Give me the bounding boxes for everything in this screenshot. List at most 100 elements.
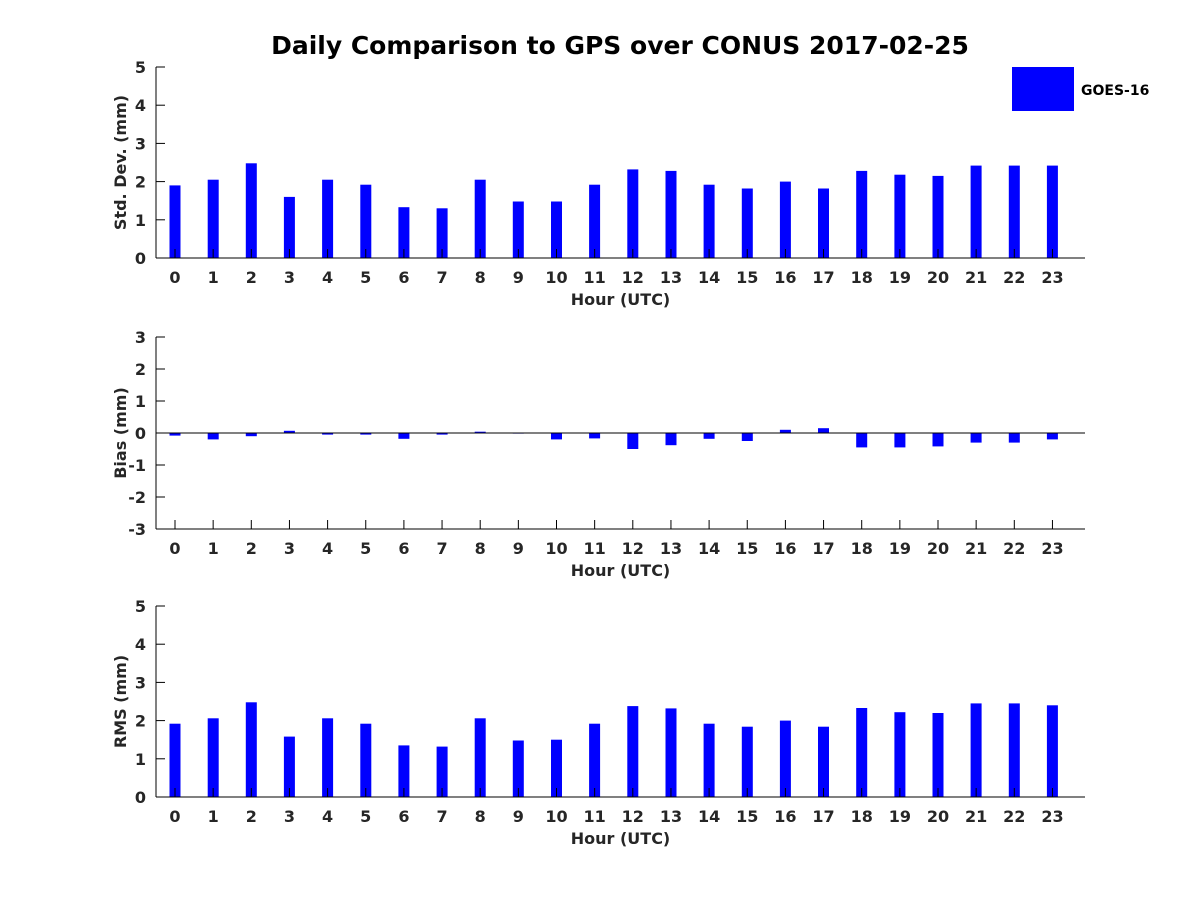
bias-x-tick-label: 2 [246, 539, 257, 558]
std-dev-y-tick-label: 3 [135, 134, 146, 153]
rms-x-tick-label: 21 [965, 807, 987, 826]
std-dev-bar [970, 165, 982, 258]
bias-bar [1008, 433, 1020, 443]
bias-bar [169, 433, 181, 436]
std-dev-bar [1046, 165, 1058, 258]
rms-bar [169, 723, 181, 797]
rms-bar [856, 708, 868, 797]
rms-x-tick-label: 22 [1003, 807, 1025, 826]
std-dev-x-tick-label: 11 [584, 268, 606, 287]
rms-bar [894, 712, 906, 797]
bias-x-tick-label: 11 [584, 539, 606, 558]
bias-x-tick-label: 19 [889, 539, 911, 558]
rms-x-tick-label: 14 [698, 807, 720, 826]
bias-bar [856, 433, 868, 448]
rms-bar [665, 708, 677, 797]
rms-bar [436, 746, 448, 797]
std-dev-bar [512, 201, 524, 258]
rms-x-tick-label: 0 [169, 807, 180, 826]
rms-bar [818, 726, 829, 797]
rms-bar [322, 718, 334, 797]
bias-bar [894, 433, 906, 448]
bias-x-tick-label: 16 [774, 539, 796, 558]
bias-bar [398, 433, 410, 439]
rms-x-tick-label: 11 [584, 807, 606, 826]
bias-bar [207, 433, 219, 440]
std-dev-x-tick-label: 3 [284, 268, 295, 287]
bias-x-tick-label: 14 [698, 539, 720, 558]
bias-bar [551, 433, 562, 440]
rms-x-tick-label: 17 [812, 807, 834, 826]
bias-x-tick-label: 1 [208, 539, 219, 558]
rms-x-tick-label: 20 [927, 807, 949, 826]
std-dev-bar [665, 170, 677, 258]
rms-bar [474, 718, 486, 797]
bias-x-tick-label: 10 [545, 539, 567, 558]
rms-x-tick-label: 4 [322, 807, 333, 826]
std-dev-x-tick-label: 16 [774, 268, 796, 287]
bias-x-tick-label: 20 [927, 539, 949, 558]
rms-bar [1008, 703, 1020, 797]
std-dev-bar [589, 184, 601, 258]
bias-x-axis-label: Hour (UTC) [571, 561, 671, 580]
bias-bar [589, 433, 601, 439]
std-dev-bar [779, 181, 791, 258]
bias-x-tick-label: 15 [736, 539, 758, 558]
bias-bar [474, 431, 486, 433]
rms-bar [398, 745, 410, 797]
std-dev-bar [818, 188, 829, 258]
bias-bar [818, 428, 829, 433]
std-dev-bar [932, 175, 944, 258]
rms-x-tick-label: 23 [1041, 807, 1063, 826]
std-dev-bar [360, 184, 372, 258]
std-dev-x-tick-label: 13 [660, 268, 682, 287]
std-dev-y-tick-label: 1 [135, 211, 146, 230]
bias-x-tick-label: 7 [436, 539, 447, 558]
rms-x-tick-label: 15 [736, 807, 758, 826]
bias-bar [932, 433, 944, 447]
std-dev-x-tick-label: 14 [698, 268, 720, 287]
bias-bar [283, 430, 295, 433]
std-dev-x-tick-label: 10 [545, 268, 567, 287]
std-dev-y-axis-label: Std. Dev. (mm) [111, 95, 130, 230]
std-dev-x-tick-label: 1 [208, 268, 219, 287]
rms-bar [245, 702, 257, 797]
rms-x-tick-label: 19 [889, 807, 911, 826]
rms-y-tick-label: 1 [135, 750, 146, 769]
bias-y-axis-label: Bias (mm) [111, 387, 130, 479]
rms-y-tick-label: 4 [135, 635, 146, 654]
legend-swatch [1012, 67, 1074, 111]
rms-x-tick-label: 2 [246, 807, 257, 826]
rms-x-tick-label: 10 [545, 807, 567, 826]
std-dev-x-tick-label: 12 [622, 268, 644, 287]
bias-bar [665, 433, 677, 446]
std-dev-bar [436, 208, 448, 258]
std-dev-x-tick-label: 8 [475, 268, 486, 287]
std-dev-bar [703, 184, 715, 258]
rms-x-tick-label: 13 [660, 807, 682, 826]
std-dev-x-tick-label: 18 [851, 268, 873, 287]
rms-x-tick-label: 8 [475, 807, 486, 826]
std-dev-bar [322, 179, 334, 258]
rms-bar [589, 723, 601, 797]
rms-bar [741, 726, 753, 797]
std-dev-x-tick-label: 7 [436, 268, 447, 287]
rms-y-tick-label: 2 [135, 712, 146, 731]
bias-x-tick-label: 21 [965, 539, 987, 558]
bias-x-tick-label: 6 [398, 539, 409, 558]
rms-x-tick-label: 18 [851, 807, 873, 826]
rms-bar [551, 739, 562, 797]
rms-y-tick-label: 5 [135, 597, 146, 616]
bias-x-tick-label: 0 [169, 539, 180, 558]
bias-bar [1046, 433, 1058, 440]
rms-x-tick-label: 7 [436, 807, 447, 826]
std-dev-x-tick-label: 4 [322, 268, 333, 287]
std-dev-y-tick-label: 0 [135, 249, 146, 268]
std-dev-y-tick-label: 5 [135, 58, 146, 77]
std-dev-x-tick-label: 2 [246, 268, 257, 287]
std-dev-bar [741, 188, 753, 258]
rms-bar [970, 703, 982, 797]
rms-bar [360, 723, 372, 797]
